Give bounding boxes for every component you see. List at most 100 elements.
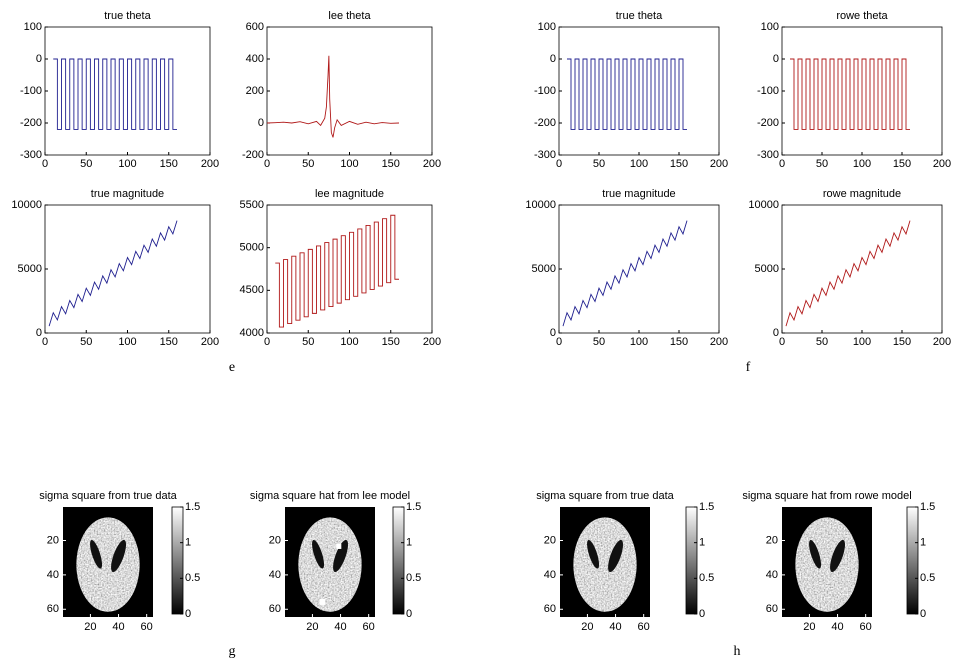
y-tick-label: -300 xyxy=(534,149,556,161)
panel-label: e xyxy=(229,360,235,375)
x-tick-label: 40 xyxy=(831,621,843,633)
x-tick-label: 20 xyxy=(84,621,96,633)
x-tick-label: 150 xyxy=(893,336,911,348)
y-tick-label: 60 xyxy=(544,603,556,615)
x-tick-label: 150 xyxy=(670,158,688,170)
x-tick-label: 150 xyxy=(382,336,400,348)
chart-title: sigma square hat from lee model xyxy=(250,490,410,502)
phantom-body xyxy=(795,517,858,612)
chart-title: rowe magnitude xyxy=(823,188,901,200)
y-tick-label: 20 xyxy=(766,534,778,546)
y-tick-label: 40 xyxy=(47,569,59,581)
y-tick-label: 0 xyxy=(550,327,556,339)
phantom xyxy=(795,517,858,612)
y-tick-label: 0 xyxy=(773,327,779,339)
x-tick-label: 20 xyxy=(306,621,318,633)
y-tick-label: 4500 xyxy=(240,284,264,296)
x-tick-label: 0 xyxy=(556,336,562,348)
x-tick-label: 100 xyxy=(340,336,358,348)
colorbar xyxy=(393,507,404,614)
x-tick-label: 150 xyxy=(893,158,911,170)
y-tick-label: 40 xyxy=(269,569,281,581)
panel-label: h xyxy=(734,644,741,659)
y-tick-label: 0 xyxy=(773,53,779,65)
colorbar-tick-label: 1 xyxy=(920,537,926,549)
x-tick-label: 20 xyxy=(581,621,593,633)
x-tick-label: 200 xyxy=(423,158,441,170)
colorbar-tick-label: 1.5 xyxy=(406,501,421,513)
x-tick-label: 200 xyxy=(710,336,728,348)
y-tick-label: 100 xyxy=(24,21,42,33)
y-tick-label: 5500 xyxy=(240,199,264,211)
y-tick-label: 10000 xyxy=(11,199,42,211)
y-tick-label: 600 xyxy=(246,21,264,33)
y-tick-label: -200 xyxy=(20,117,42,129)
y-tick-label: -100 xyxy=(20,85,42,97)
y-tick-label: 4000 xyxy=(240,327,264,339)
chart-title: rowe theta xyxy=(836,10,888,22)
x-tick-label: 200 xyxy=(423,336,441,348)
x-tick-label: 0 xyxy=(42,336,48,348)
figure: efghtrue theta050100150200-300-200-10001… xyxy=(0,0,959,659)
bright-spot xyxy=(336,544,341,549)
x-tick-label: 150 xyxy=(160,336,178,348)
chart-title: true theta xyxy=(104,10,151,22)
x-tick-label: 0 xyxy=(556,158,562,170)
x-tick-label: 100 xyxy=(630,336,648,348)
x-tick-label: 50 xyxy=(816,158,828,170)
x-tick-label: 0 xyxy=(264,336,270,348)
y-tick-label: 0 xyxy=(550,53,556,65)
chart-title: true magnitude xyxy=(602,188,675,200)
x-tick-label: 100 xyxy=(118,158,136,170)
x-tick-label: 100 xyxy=(118,336,136,348)
y-tick-label: 10000 xyxy=(748,199,779,211)
y-tick-label: -200 xyxy=(534,117,556,129)
chart-title: lee theta xyxy=(328,10,371,22)
x-tick-label: 60 xyxy=(860,621,872,633)
x-tick-label: 100 xyxy=(630,158,648,170)
x-tick-label: 50 xyxy=(593,158,605,170)
x-tick-label: 200 xyxy=(710,158,728,170)
colorbar-tick-label: 0 xyxy=(920,608,926,620)
y-tick-label: 10000 xyxy=(525,199,556,211)
x-tick-label: 20 xyxy=(803,621,815,633)
y-tick-label: -300 xyxy=(757,149,779,161)
chart-title: lee magnitude xyxy=(315,188,384,200)
axes-frame xyxy=(782,205,942,333)
y-tick-label: 5000 xyxy=(755,263,779,275)
axes-frame xyxy=(267,27,432,155)
x-tick-label: 0 xyxy=(779,158,785,170)
x-tick-label: 150 xyxy=(670,336,688,348)
x-tick-label: 40 xyxy=(334,621,346,633)
axes-frame xyxy=(559,205,719,333)
x-tick-label: 200 xyxy=(933,336,951,348)
x-tick-label: 200 xyxy=(201,336,219,348)
x-tick-label: 50 xyxy=(816,336,828,348)
phantom xyxy=(573,517,636,612)
x-tick-label: 50 xyxy=(593,336,605,348)
y-tick-label: -200 xyxy=(757,117,779,129)
chart-title: sigma square from true data xyxy=(39,490,177,502)
x-tick-label: 100 xyxy=(340,158,358,170)
y-tick-label: 0 xyxy=(36,53,42,65)
y-tick-label: -200 xyxy=(242,149,264,161)
colorbar-tick-label: 1.5 xyxy=(699,501,714,513)
y-tick-label: 100 xyxy=(538,21,556,33)
y-tick-label: 100 xyxy=(761,21,779,33)
x-tick-label: 40 xyxy=(112,621,124,633)
y-tick-label: 5000 xyxy=(532,263,556,275)
y-tick-label: -100 xyxy=(534,85,556,97)
colorbar-tick-label: 0 xyxy=(185,608,191,620)
y-tick-label: 40 xyxy=(766,569,778,581)
chart-title: sigma square hat from rowe model xyxy=(742,490,911,502)
y-tick-label: 60 xyxy=(766,603,778,615)
colorbar-tick-label: 0.5 xyxy=(185,572,200,584)
y-tick-label: 5000 xyxy=(18,263,42,275)
y-tick-label: 0 xyxy=(258,117,264,129)
x-tick-label: 60 xyxy=(141,621,153,633)
x-tick-label: 100 xyxy=(853,158,871,170)
y-tick-label: 60 xyxy=(269,603,281,615)
y-tick-label: 400 xyxy=(246,53,264,65)
x-tick-label: 40 xyxy=(609,621,621,633)
x-tick-label: 50 xyxy=(80,158,92,170)
